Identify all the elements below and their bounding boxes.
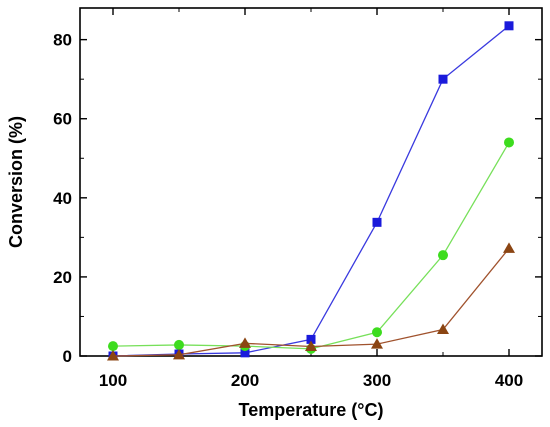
ticks [80,8,542,357]
series-2-point [438,250,448,261]
series-1-point [504,21,514,31]
y-tick-label: 0 [63,347,72,366]
series-3-point [173,348,185,360]
plot-frame [79,7,543,357]
series-2-point [174,339,184,350]
series-1-point [240,348,250,358]
series-3-point [503,242,515,253]
axes [79,7,543,357]
series-2-point [372,327,382,338]
series-3-point [371,338,383,349]
series-3-point [107,350,119,361]
series-2-line [112,142,510,350]
x-tick-label: 400 [495,371,523,390]
series-1-point [372,217,382,227]
data-series [107,21,515,361]
x-tick-label: 200 [231,371,259,390]
series-3-point [239,337,251,348]
series-3-point [437,323,449,335]
y-tick-label: 20 [53,268,72,287]
x-axis-title: Temperature (°C) [239,400,384,420]
series-1-point [438,74,448,84]
series-2-point [108,341,118,352]
series-2 [108,137,514,354]
y-axis-title: Conversion (%) [6,116,26,248]
series-3 [107,242,515,361]
y-tick-label: 60 [53,110,72,129]
series-2-point [504,137,514,148]
series-1-line [112,25,510,357]
x-tick-label: 300 [363,371,391,390]
y-tick-label: 40 [53,189,72,208]
series-3-point [305,340,317,352]
series-1 [108,21,514,361]
tick-labels: 100 200 300 400 0 20 40 60 80 [53,31,523,390]
series-1-point [306,334,316,344]
y-tick-label: 80 [53,31,72,50]
x-tick-label: 100 [99,371,127,390]
